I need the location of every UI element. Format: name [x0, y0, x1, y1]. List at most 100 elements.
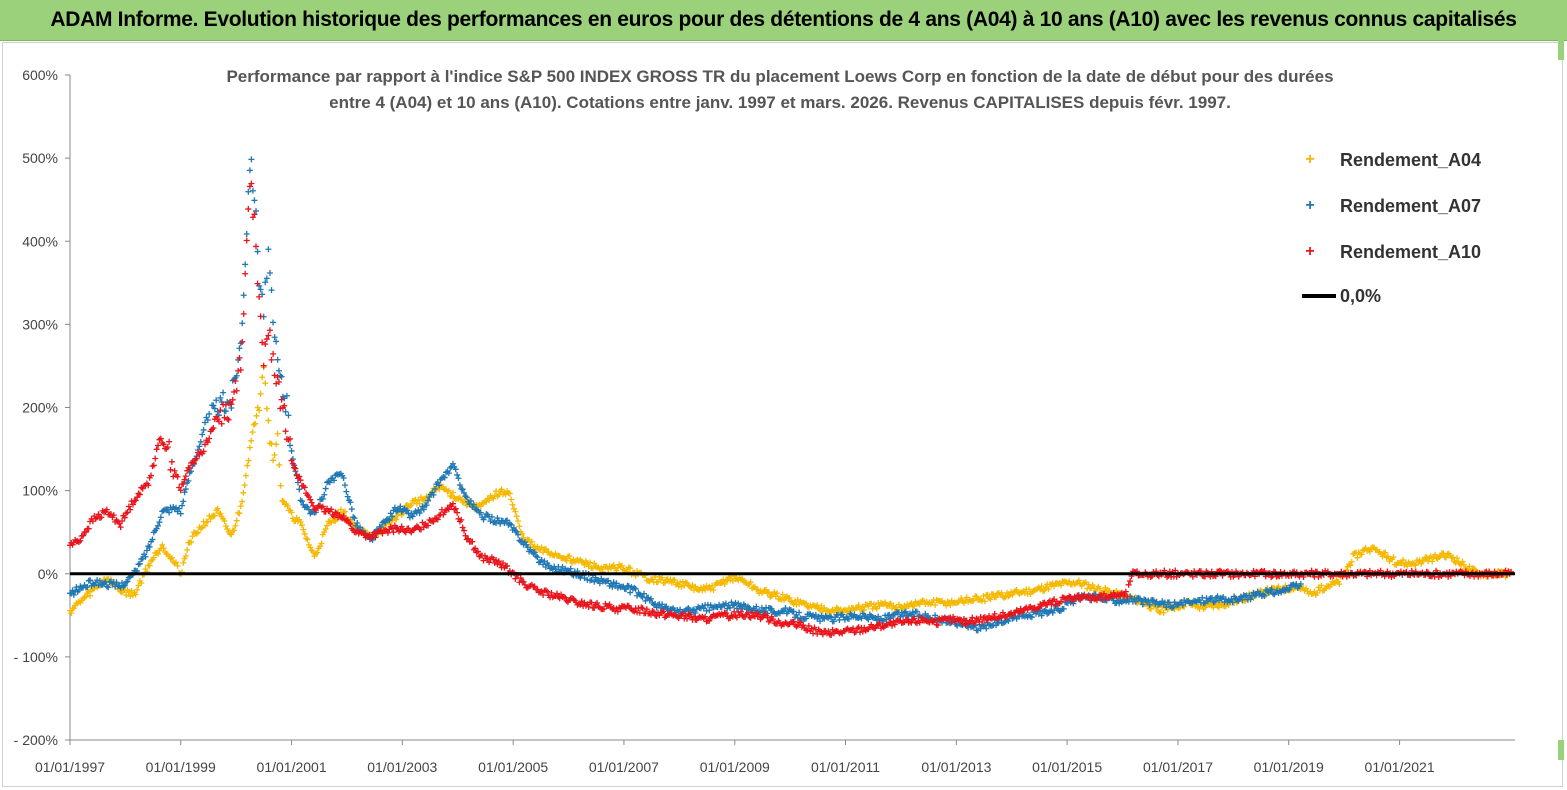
data-point-a07 [983, 625, 990, 632]
data-point-a10 [990, 614, 997, 621]
data-point-a10 [239, 338, 246, 345]
data-point-a07 [1132, 598, 1139, 605]
data-point-a10 [538, 588, 545, 595]
data-point-a07 [220, 389, 227, 396]
data-point-a04 [671, 577, 678, 584]
data-point-a04 [1210, 604, 1217, 611]
data-point-a04 [148, 557, 155, 564]
data-point-a07 [463, 494, 470, 501]
data-point-a10 [493, 557, 500, 564]
data-point-a04 [973, 593, 980, 600]
data-point-a10 [132, 497, 139, 504]
data-point-a10 [979, 618, 986, 625]
data-point-a04 [1314, 589, 1321, 596]
frame-corner-bottom [1558, 740, 1564, 760]
data-point-a07 [149, 536, 156, 543]
data-point-a10 [166, 438, 173, 445]
data-point-a10 [683, 615, 690, 622]
data-point-a10 [291, 464, 298, 471]
data-point-a07 [416, 510, 423, 517]
data-point-a04 [1347, 562, 1354, 569]
data-point-a04 [408, 502, 415, 509]
data-point-a10 [459, 524, 466, 531]
data-point-a04 [1390, 554, 1397, 561]
data-point-a10 [221, 414, 228, 421]
data-point-a04 [508, 496, 515, 503]
data-point-a04 [821, 604, 828, 611]
data-point-a07 [609, 583, 616, 590]
data-point-a04 [792, 597, 799, 604]
data-point-a07 [692, 609, 699, 616]
data-point-a04 [301, 530, 308, 537]
data-point-a10 [638, 604, 645, 611]
data-point-a10 [650, 608, 657, 615]
data-point-a10 [274, 374, 281, 381]
data-point-a07 [445, 470, 452, 477]
data-point-a07 [157, 514, 164, 521]
data-point-a10 [98, 514, 105, 521]
data-point-a04 [1443, 554, 1450, 561]
data-point-a10 [266, 327, 273, 334]
chart-title-line-1: Performance par rapport à l'indice S&P 5… [226, 67, 1334, 86]
data-point-a07 [443, 469, 450, 476]
data-point-a10 [591, 604, 598, 611]
data-point-a04 [155, 550, 162, 557]
data-point-a07 [204, 416, 211, 423]
data-point-a07 [297, 497, 304, 504]
data-point-a07 [1297, 581, 1304, 588]
data-point-a04 [958, 595, 965, 602]
data-point-a10 [449, 500, 456, 507]
data-point-a07 [648, 595, 655, 602]
data-point-a04 [790, 600, 797, 607]
data-point-a04 [718, 579, 725, 586]
data-point-a04 [1157, 609, 1164, 616]
data-point-a04 [610, 562, 617, 569]
data-point-a07 [117, 584, 124, 591]
data-point-a07 [1139, 601, 1146, 608]
data-point-a10 [548, 589, 555, 596]
data-point-a10 [819, 631, 826, 638]
data-point-a07 [319, 495, 326, 502]
data-point-a10 [233, 387, 240, 394]
data-point-a04 [1081, 580, 1088, 587]
data-point-a10 [425, 522, 432, 529]
data-point-a10 [308, 499, 315, 506]
data-point-a07 [790, 608, 797, 615]
data-point-a07 [249, 187, 256, 194]
data-point-a10 [512, 575, 519, 582]
data-point-a07 [387, 510, 394, 517]
data-point-a07 [214, 408, 221, 415]
data-point-a07 [211, 405, 218, 412]
data-point-a10 [932, 617, 939, 624]
data-point-a10 [268, 356, 275, 363]
data-point-a07 [642, 597, 649, 604]
data-point-a07 [275, 367, 282, 374]
data-point-a04 [81, 594, 88, 601]
data-point-a07 [166, 509, 173, 516]
data-point-a07 [455, 475, 462, 482]
data-point-a07 [105, 584, 112, 591]
data-point-a04 [173, 559, 180, 566]
data-point-a07 [240, 292, 247, 299]
data-point-a07 [531, 549, 538, 556]
data-point-a07 [180, 498, 187, 505]
data-point-a04 [1354, 554, 1361, 561]
data-point-a07 [533, 553, 540, 560]
data-point-a04 [304, 536, 311, 543]
data-point-a04 [678, 583, 685, 590]
data-point-a10 [770, 616, 777, 623]
data-point-a04 [182, 552, 189, 559]
data-point-a10 [278, 396, 285, 403]
data-point-a07 [1027, 613, 1034, 620]
data-point-a10 [117, 524, 124, 531]
data-point-a07 [738, 602, 745, 609]
data-point-a04 [932, 602, 939, 609]
data-point-a07 [1286, 586, 1293, 593]
data-point-a10 [458, 516, 465, 523]
data-point-a07 [176, 505, 183, 512]
data-point-a07 [406, 514, 413, 521]
data-point-a04 [587, 559, 594, 566]
data-point-a10 [606, 601, 613, 608]
data-point-a07 [817, 618, 824, 625]
data-point-a07 [322, 485, 329, 492]
